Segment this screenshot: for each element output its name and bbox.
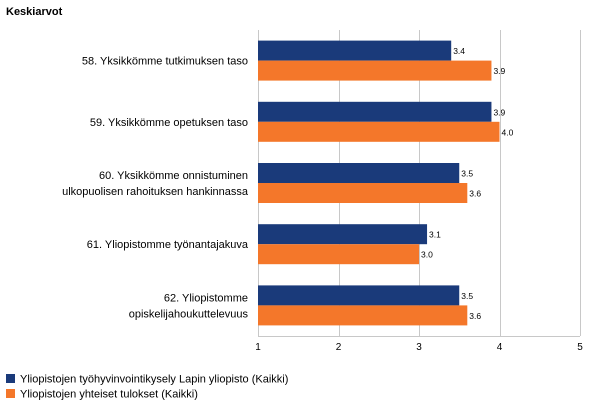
category-labels: 58. Yksikkömme tutkimuksen taso 59. Yksik… <box>62 56 249 321</box>
bar-lapin-yliopisto <box>258 285 460 306</box>
legend-label: Yliopistojen yhteiset tulokset (Kaikki) <box>20 389 198 401</box>
bar-yhteiset-tulokset <box>258 183 468 203</box>
data-label: 3.5 <box>461 291 473 301</box>
x-tick-label: 5 <box>577 342 583 353</box>
category-label: 61. Yliopistomme työnantajakuva <box>87 239 249 251</box>
data-label: 3.4 <box>453 46 465 56</box>
data-label: 3.6 <box>469 311 481 321</box>
chart-title: Keskiarvot <box>6 6 63 18</box>
bar-lapin-yliopisto <box>258 101 492 122</box>
legend: Yliopistojen työhyvinvointikysely Lapin … <box>6 374 288 401</box>
bar-lapin-yliopisto <box>258 224 428 245</box>
bar-lapin-yliopisto <box>258 163 460 183</box>
bars: 3.4 3.9 3.9 4.0 3.5 3.6 3.1 3.0 3.5 3.6 <box>258 40 514 326</box>
bar-lapin-yliopisto <box>258 40 452 61</box>
data-label: 3.6 <box>469 189 481 199</box>
category-label: 58. Yksikkömme tutkimuksen taso <box>82 56 248 68</box>
x-tick-label: 1 <box>255 342 261 353</box>
data-label: 3.0 <box>421 250 433 260</box>
bar-yhteiset-tulokset <box>258 60 492 81</box>
bar-yhteiset-tulokset <box>258 121 500 142</box>
legend-label: Yliopistojen työhyvinvointikysely Lapin … <box>20 374 288 386</box>
data-label: 3.5 <box>461 169 473 179</box>
bar-yhteiset-tulokset <box>258 305 468 326</box>
bar-yhteiset-tulokset <box>258 244 419 265</box>
data-label: 3.9 <box>493 107 505 117</box>
x-tick-label: 4 <box>497 342 503 353</box>
data-label: 4.0 <box>502 127 514 137</box>
category-label: 60. Yksikkömme onnistuminen <box>99 170 248 182</box>
category-label: opiskelijahoukuttelevuus <box>129 308 249 320</box>
x-axis: 1 2 3 4 5 <box>255 342 583 353</box>
data-label: 3.1 <box>429 230 441 240</box>
data-label: 3.9 <box>493 66 505 76</box>
category-label: 62. Yliopistomme <box>164 292 248 304</box>
legend-swatch <box>6 374 15 383</box>
legend-swatch <box>6 389 15 398</box>
category-label: 59. Yksikkömme opetuksen taso <box>90 117 248 129</box>
category-label: ulkopuolisen rahoituksen hankinnassa <box>62 186 249 198</box>
x-tick-label: 2 <box>336 342 342 353</box>
x-tick-label: 3 <box>416 342 422 353</box>
